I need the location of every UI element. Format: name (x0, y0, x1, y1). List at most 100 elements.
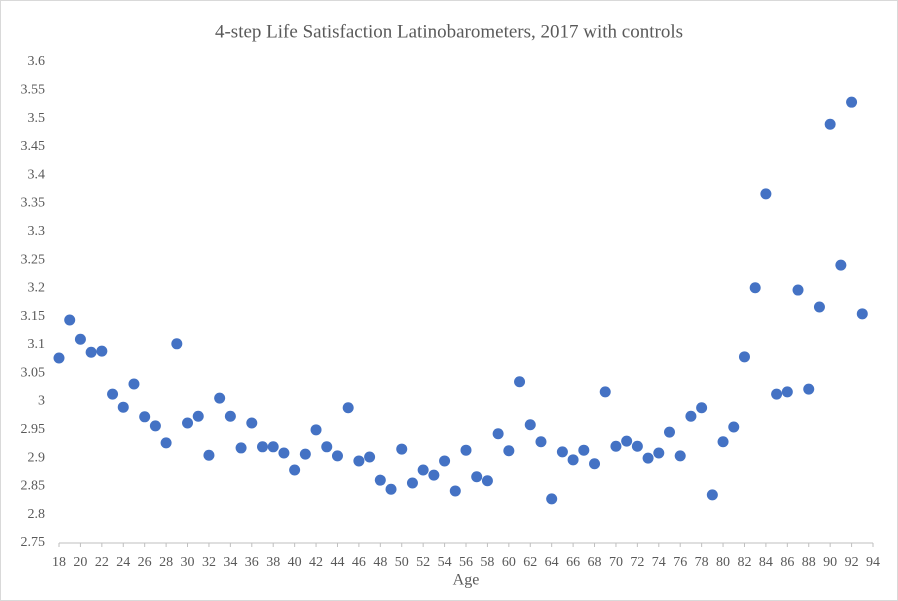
point (74, 333, 86, 345)
point (353, 455, 365, 467)
y-tick-label: 3.2 (28, 281, 46, 296)
x-tick-label: 62 (523, 555, 537, 570)
point (589, 458, 601, 470)
point (235, 442, 247, 454)
chart-title: 4-step Life Satisfaction Latinobarometer… (215, 21, 683, 42)
y-tick-label: 3.4 (28, 167, 46, 182)
x-tick-label: 18 (52, 555, 66, 570)
point (406, 477, 418, 489)
point (203, 449, 215, 461)
point (846, 96, 858, 108)
x-tick-label: 72 (630, 555, 644, 570)
point (342, 402, 354, 414)
point (64, 314, 76, 326)
x-tick-label: 22 (95, 555, 109, 570)
point (374, 474, 386, 486)
x-tick-label: 34 (223, 555, 237, 570)
x-tick-label: 28 (159, 555, 173, 570)
y-tick-label: 3.05 (21, 365, 46, 380)
point (278, 447, 290, 459)
point (160, 437, 172, 449)
x-tick-label: 32 (202, 555, 216, 570)
point (738, 351, 750, 363)
point (599, 386, 611, 398)
point (96, 345, 108, 357)
x-tick-label: 78 (695, 555, 709, 570)
point (578, 444, 590, 456)
x-tick-label: 46 (352, 555, 366, 570)
point (653, 447, 665, 459)
y-tick-label: 3.6 (28, 54, 46, 69)
x-tick-label: 74 (652, 555, 666, 570)
point (364, 451, 376, 463)
x-tick-label: 92 (845, 555, 859, 570)
x-tick-label: 60 (502, 555, 516, 570)
point (299, 448, 311, 460)
point (385, 483, 397, 495)
y-tick-label: 3.5 (28, 111, 46, 126)
point (449, 485, 461, 497)
point (535, 436, 547, 448)
point (674, 450, 686, 462)
point (567, 454, 579, 466)
y-tick-label: 3.15 (21, 309, 46, 324)
point (267, 441, 279, 453)
point (792, 284, 804, 296)
point (556, 446, 568, 458)
point (182, 417, 194, 429)
x-tick-label: 44 (330, 555, 344, 570)
x-tick-label: 64 (545, 555, 559, 570)
x-tick-label: 80 (716, 555, 730, 570)
point (664, 426, 675, 438)
x-tick-label: 54 (438, 555, 452, 570)
point (396, 443, 408, 455)
point (717, 436, 729, 448)
point (460, 444, 472, 456)
y-tick-label: 3.35 (21, 196, 46, 211)
y-tick-label: 2.95 (21, 422, 46, 437)
x-axis-label: Age (453, 572, 480, 589)
x-tick-label: 42 (309, 555, 323, 570)
point (224, 410, 236, 422)
point (514, 376, 526, 388)
point (524, 419, 536, 431)
point (760, 188, 772, 200)
y-tick-label: 2.9 (28, 450, 46, 465)
x-tick-label: 84 (759, 555, 773, 570)
point (289, 464, 301, 476)
x-tick-label: 90 (823, 555, 837, 570)
point (417, 464, 429, 476)
x-tick-label: 40 (288, 555, 302, 570)
x-tick-label: 52 (416, 555, 430, 570)
point (481, 475, 493, 487)
point (546, 493, 558, 505)
point (642, 452, 654, 464)
x-tick-label: 66 (566, 555, 580, 570)
x-tick-label: 26 (138, 555, 152, 570)
point (171, 338, 183, 350)
y-tick-label: 2.85 (21, 479, 46, 494)
x-tick-label: 82 (737, 555, 751, 570)
point (728, 421, 740, 433)
x-tick-label: 88 (802, 555, 816, 570)
x-tick-label: 58 (480, 555, 494, 570)
point (706, 489, 718, 501)
point (192, 410, 204, 422)
y-tick-label: 2.75 (21, 535, 46, 550)
point (53, 352, 65, 364)
point (824, 118, 836, 130)
x-tick-label: 24 (116, 555, 130, 570)
point (749, 282, 761, 294)
point (439, 455, 451, 467)
point (107, 388, 119, 400)
point (685, 410, 697, 422)
x-tick-label: 48 (373, 555, 387, 570)
point (257, 441, 268, 453)
y-tick-label: 3.1 (28, 337, 46, 352)
x-tick-label: 56 (459, 555, 473, 570)
y-tick-label: 2.8 (28, 507, 46, 522)
point (621, 435, 633, 447)
point (149, 420, 161, 432)
point (85, 346, 97, 358)
